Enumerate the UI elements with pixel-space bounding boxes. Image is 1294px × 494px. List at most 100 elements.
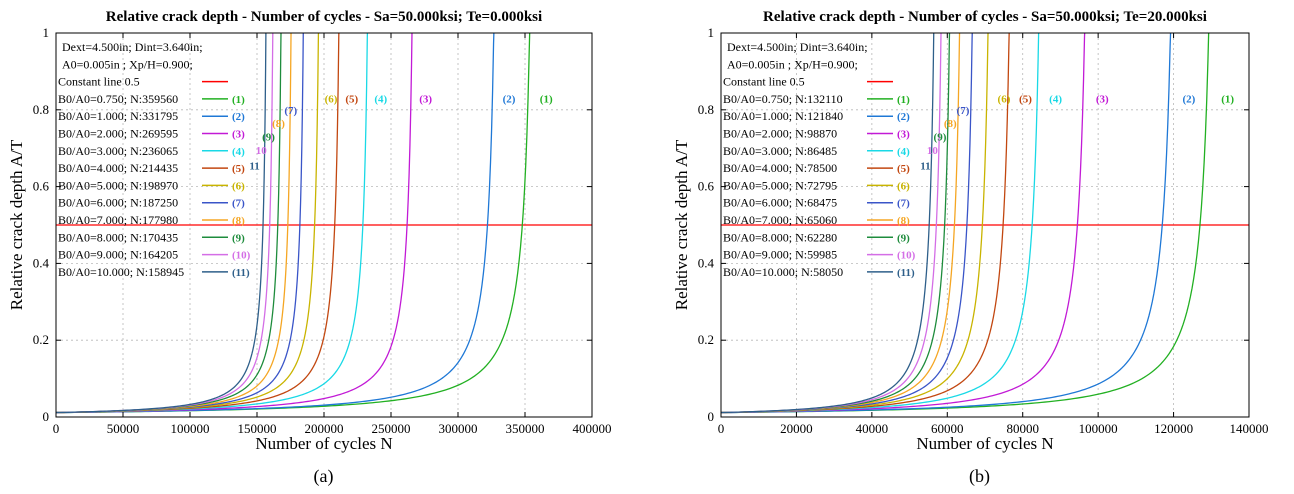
legend-tag: (2) (897, 111, 910, 123)
legend-entry-label: B0/A0=9.000; N:59985 (723, 248, 837, 262)
curve-label: (3) (419, 93, 432, 105)
legend-header-line: Dext=4.500in; Dint=3.640in; (727, 40, 868, 54)
curve-label: (4) (374, 93, 387, 105)
curve-label: (7) (957, 105, 970, 117)
curve-label: (3) (1096, 93, 1109, 105)
curve-label: (2) (1183, 93, 1196, 105)
curve-label: 11 (920, 160, 930, 172)
legend-tag: (9) (897, 232, 910, 244)
legend-header-line: A0=0.005in ; Xp/H=0.900; (62, 57, 193, 71)
caption-a: (a) (313, 466, 334, 486)
x-axis-label: Number of cycles N (255, 434, 392, 453)
legend-entry-label: B0/A0=0.750; N:132110 (723, 92, 843, 106)
legend-entry-label: B0/A0=7.000; N:177980 (58, 213, 178, 227)
x-tick-label: 200000 (305, 421, 344, 436)
legend-entry-label: B0/A0=3.000; N:236065 (58, 144, 178, 158)
legend-tag: (11) (232, 267, 250, 279)
legend-entry-label: B0/A0=8.000; N:170435 (58, 230, 178, 244)
chart-title: Relative crack depth - Number of cycles … (763, 9, 1207, 25)
y-tick-label: 0.8 (33, 102, 49, 117)
legend-entry-label: B0/A0=2.000; N:98870 (723, 127, 837, 141)
legend-entry-label: B0/A0=0.750; N:359560 (58, 92, 178, 106)
legend-entry-label: B0/A0=4.000; N:214435 (58, 161, 178, 175)
y-tick-label: 0.6 (33, 179, 50, 194)
legend-tag: (2) (232, 111, 245, 123)
legend-tag: (7) (897, 198, 910, 210)
curves-group (721, 33, 1210, 414)
x-tick-label: 50000 (107, 421, 140, 436)
legend-tag: (11) (897, 267, 915, 279)
legend-entry-label: B0/A0=10.000; N:158945 (58, 265, 184, 279)
legend-entry-label: B0/A0=8.000; N:62280 (723, 230, 837, 244)
x-tick-label: 0 (718, 421, 725, 436)
x-axis-label: Number of cycles N (916, 434, 1053, 453)
legend-tag: (7) (232, 198, 245, 210)
chart-title: Relative crack depth - Number of cycles … (106, 9, 542, 25)
x-tick-label: 250000 (372, 421, 411, 436)
curve-label: (8) (272, 118, 285, 130)
y-axis-label: Relative crack depth A/T (7, 139, 26, 310)
legend-tag: (8) (232, 215, 245, 227)
x-tick-label: 80000 (1006, 421, 1039, 436)
curve-label: (6) (325, 93, 338, 105)
legend-tag: (3) (897, 129, 910, 141)
curve-label: (5) (345, 93, 358, 105)
curves-group (56, 33, 531, 414)
chart-b-svg: Relative crack depth - Number of cycles … (672, 9, 1269, 453)
legend-tag: (5) (232, 163, 245, 175)
legend-tag: (10) (897, 250, 916, 262)
legend-entry-label: B0/A0=10.000; N:58050 (723, 265, 843, 279)
legend-entry-label: B0/A0=4.000; N:78500 (723, 161, 837, 175)
y-tick-label: 0.6 (698, 179, 715, 194)
x-tick-label: 350000 (506, 421, 545, 436)
chart-a-svg: Relative crack depth - Number of cycles … (7, 9, 612, 453)
x-tick-label: 20000 (780, 421, 813, 436)
curve-label: (1) (1221, 93, 1234, 105)
legend-tag: (4) (232, 146, 245, 158)
legend-tag: (10) (232, 250, 251, 262)
y-tick-label: 0.4 (698, 255, 715, 270)
curve-label: (9) (934, 132, 947, 144)
legend-entry-label: B0/A0=7.000; N:65060 (723, 213, 837, 227)
curve-label: (7) (284, 105, 297, 117)
curve-label: (9) (262, 132, 275, 144)
curve-label: 10 (927, 145, 939, 157)
x-tick-label: 100000 (1079, 421, 1118, 436)
legend-entry-label: B0/A0=6.000; N:68475 (723, 196, 837, 210)
legend-constant-line-label: Constant line 0.5 (723, 75, 805, 89)
y-axis-label: Relative crack depth A/T (672, 139, 691, 310)
curve-label: (1) (540, 93, 553, 105)
legend-entry-label: B0/A0=9.000; N:164205 (58, 248, 178, 262)
curve-label: (8) (944, 118, 957, 130)
x-tick-label: 40000 (856, 421, 889, 436)
legend-tag: (3) (232, 129, 245, 141)
x-tick-label: 400000 (573, 421, 612, 436)
x-tick-label: 100000 (171, 421, 210, 436)
curve-label: 11 (249, 160, 259, 172)
legend-entry-label: B0/A0=2.000; N:269595 (58, 127, 178, 141)
legend-header-line: Dext=4.500in; Dint=3.640in; (62, 40, 203, 54)
legend-tag: (9) (232, 232, 245, 244)
caption-b: (b) (969, 466, 990, 486)
curve-label: (6) (998, 93, 1011, 105)
x-tick-label: 150000 (238, 421, 277, 436)
y-tick-label: 0 (43, 409, 50, 424)
series-line (721, 33, 935, 414)
legend-entry-label: B0/A0=1.000; N:331795 (58, 109, 178, 123)
y-tick-label: 0.2 (698, 332, 714, 347)
legend-tag: (5) (897, 163, 910, 175)
legend-entry-label: B0/A0=5.000; N:72795 (723, 178, 837, 192)
y-tick-label: 0 (708, 409, 715, 424)
y-tick-label: 0.2 (33, 332, 49, 347)
y-tick-label: 1 (708, 25, 715, 40)
x-tick-label: 120000 (1154, 421, 1193, 436)
legend-tag: (6) (232, 180, 245, 192)
y-tick-label: 1 (43, 25, 50, 40)
curve-label: (2) (503, 93, 516, 105)
x-tick-label: 140000 (1230, 421, 1269, 436)
x-tick-label: 0 (53, 421, 60, 436)
y-tick-label: 0.8 (698, 102, 714, 117)
chart-panel-a: Relative crack depth - Number of cycles … (7, 9, 612, 486)
curve-label: (4) (1049, 93, 1062, 105)
chart-panel-b: Relative crack depth - Number of cycles … (665, 0, 1294, 494)
